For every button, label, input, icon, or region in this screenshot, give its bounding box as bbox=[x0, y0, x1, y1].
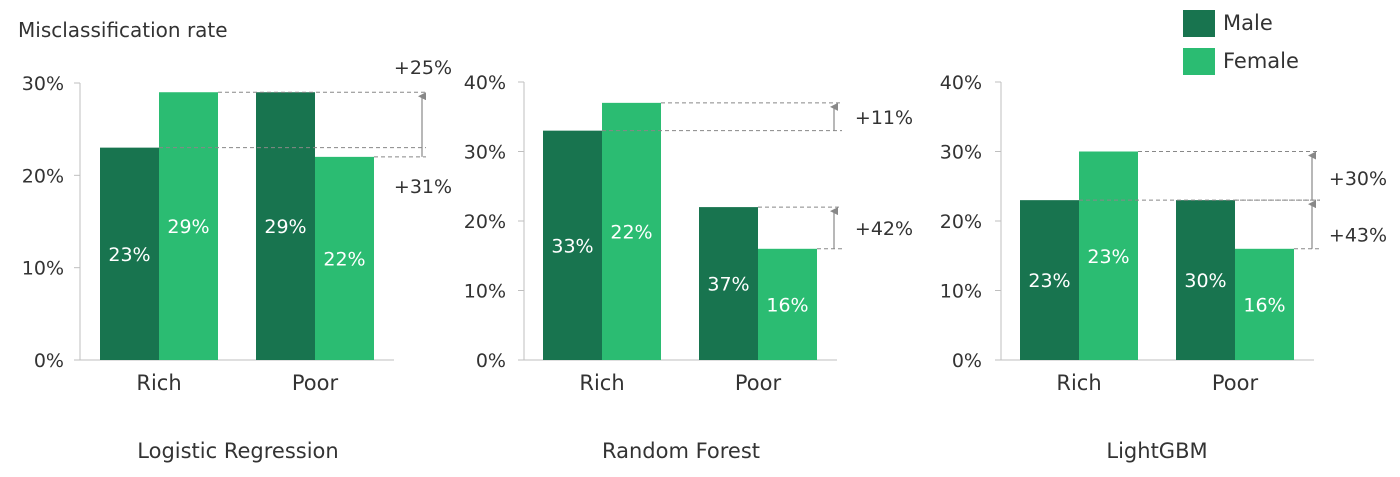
bar-poor-female bbox=[1235, 248, 1294, 360]
y-tick-label: 30% bbox=[940, 142, 982, 164]
gap-annotation: +42% bbox=[855, 218, 913, 240]
gap-annotation: +25% bbox=[394, 57, 452, 79]
data-label: 16% bbox=[766, 294, 808, 316]
y-tick-label: 0% bbox=[952, 350, 982, 372]
y-tick-label: 10% bbox=[22, 258, 64, 280]
chart-title: Random Forest bbox=[602, 439, 760, 463]
gap-annotation: +31% bbox=[394, 176, 452, 198]
y-tick-label: 40% bbox=[940, 72, 982, 94]
data-label: 30% bbox=[1184, 270, 1226, 292]
chart-panel-2: 0% 10% 20% 30% 40% 33% 22% Rich 37% 16% Poor +11% +4… bbox=[464, 72, 913, 463]
data-label: 37% bbox=[707, 274, 749, 296]
y-tick-label: 0% bbox=[476, 350, 506, 372]
bar-rich-male bbox=[1020, 200, 1079, 360]
legend-item-female: Female bbox=[1183, 42, 1299, 80]
gap-annotation: +30% bbox=[1329, 168, 1387, 190]
legend-swatch-female bbox=[1183, 47, 1215, 75]
bar-poor-male bbox=[256, 92, 315, 360]
data-label: 22% bbox=[610, 221, 652, 243]
bar-poor-female bbox=[315, 156, 374, 360]
bar-poor-male bbox=[1176, 200, 1235, 360]
y-tick-label: 10% bbox=[464, 281, 506, 303]
y-tick-label: 20% bbox=[464, 211, 506, 233]
y-tick-label: 40% bbox=[464, 72, 506, 94]
x-tick-label: Poor bbox=[292, 371, 339, 395]
bar-poor-male bbox=[699, 207, 758, 360]
legend: Male Female bbox=[1183, 4, 1299, 80]
data-label: 29% bbox=[264, 216, 306, 238]
gap-annotation: +11% bbox=[855, 107, 913, 129]
data-label: 22% bbox=[323, 248, 365, 270]
x-tick-label: Rich bbox=[136, 371, 181, 395]
y-tick-label: 0% bbox=[34, 350, 64, 372]
data-label: 23% bbox=[1087, 246, 1129, 268]
bar-rich-female bbox=[602, 102, 661, 360]
y-tick-label: 20% bbox=[22, 165, 64, 187]
data-label: 23% bbox=[108, 244, 150, 266]
y-axis-title: Misclassification rate bbox=[18, 18, 228, 42]
data-label: 33% bbox=[551, 235, 593, 257]
legend-label-female: Female bbox=[1223, 49, 1299, 73]
chart-panel-3: 0% 10% 20% 30% 40% 23% 23% Rich 30% 16% Poor +30% +4… bbox=[940, 72, 1387, 463]
x-tick-label: Rich bbox=[579, 371, 624, 395]
chart-title: Logistic Regression bbox=[137, 439, 338, 463]
gap-annotation: +43% bbox=[1329, 224, 1387, 246]
legend-item-male: Male bbox=[1183, 4, 1299, 42]
chart-title: LightGBM bbox=[1106, 439, 1207, 463]
data-label: 29% bbox=[167, 216, 209, 238]
data-label: 23% bbox=[1028, 270, 1070, 292]
data-label: 16% bbox=[1243, 294, 1285, 316]
legend-label-male: Male bbox=[1223, 11, 1273, 35]
y-tick-label: 10% bbox=[940, 281, 982, 303]
x-tick-label: Poor bbox=[1212, 371, 1259, 395]
x-tick-label: Poor bbox=[735, 371, 782, 395]
bar-rich-male bbox=[100, 147, 159, 360]
bar-rich-male bbox=[543, 130, 602, 360]
y-tick-label: 30% bbox=[22, 73, 64, 95]
bar-rich-female bbox=[1079, 151, 1138, 360]
y-tick-label: 20% bbox=[940, 211, 982, 233]
bar-poor-female bbox=[758, 248, 817, 360]
x-tick-label: Rich bbox=[1056, 371, 1101, 395]
y-tick-label: 30% bbox=[464, 142, 506, 164]
bar-rich-female bbox=[159, 92, 218, 360]
chart-panel-1: 0% 10% 20% 30% 23% 29% Rich 29% 22% Poor +25% +31% L… bbox=[22, 57, 452, 463]
legend-swatch-male bbox=[1183, 9, 1215, 37]
